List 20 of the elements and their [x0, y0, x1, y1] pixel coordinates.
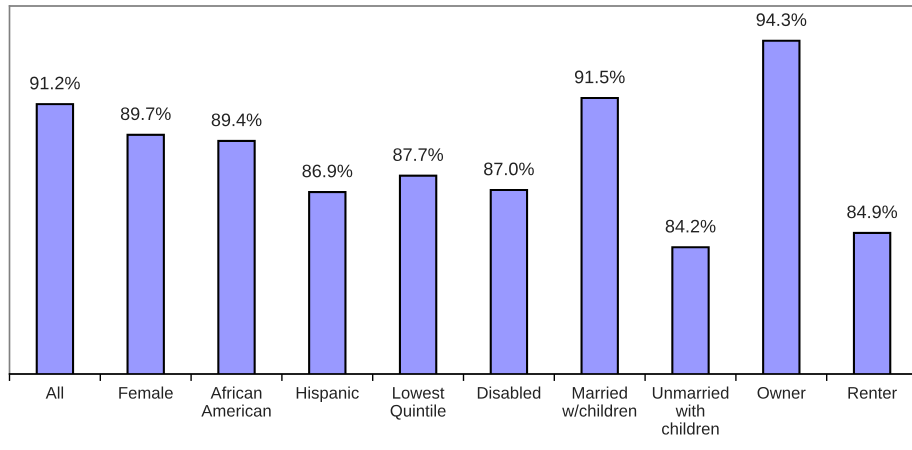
data-label: 91.2% — [30, 76, 80, 90]
x-tick-label: Married w/children — [562, 386, 636, 417]
x-tick-label: Female — [119, 386, 173, 399]
x-tick-label: Disabled — [478, 386, 540, 399]
data-label: 89.7% — [120, 107, 171, 120]
data-label: 84.9% — [847, 205, 898, 218]
data-label: 89.4% — [212, 113, 262, 126]
x-tick-label: Unmarried with children — [652, 386, 728, 435]
data-label: 94.3% — [756, 13, 806, 26]
x-tick-label: Hispanic — [296, 386, 359, 402]
data-label: 87.7% — [393, 148, 444, 162]
x-tick-label: African American — [201, 386, 271, 417]
data-label: 91.5% — [574, 70, 625, 84]
data-label: 84.2% — [666, 220, 716, 233]
data-label: 87.0% — [484, 162, 534, 176]
x-tick-label: Owner — [758, 386, 806, 399]
x-tick-label: All — [46, 386, 64, 399]
x-tick-label: Renter — [848, 387, 897, 399]
x-tick-label: Lowest Quintile — [390, 387, 446, 420]
data-label: 86.9% — [302, 164, 352, 178]
